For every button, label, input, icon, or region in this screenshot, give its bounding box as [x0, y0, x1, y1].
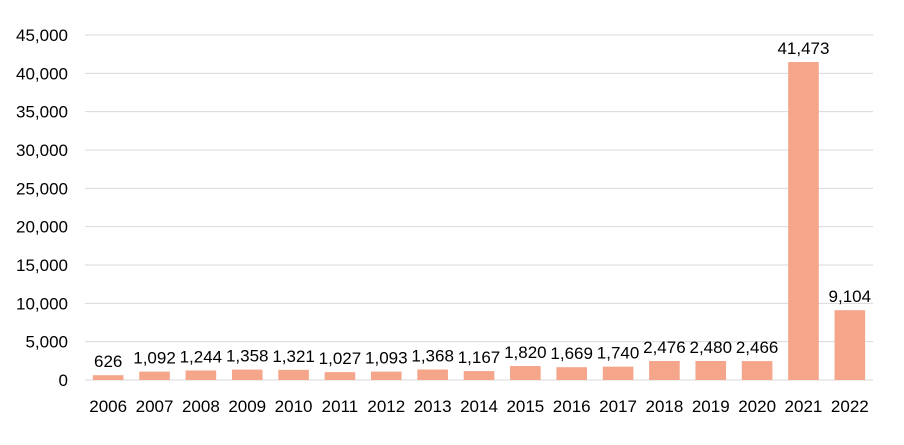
- bar: [463, 371, 495, 380]
- data-labels: 626 1,092 1,244 1,358 1,321 1,027 1,093 1,368 1,…: [94, 39, 871, 371]
- x-tick-label: 2006: [89, 397, 127, 416]
- x-tick-label: 2008: [182, 397, 220, 416]
- x-axis-ticks: 2006 2007 2008 2009 2010 2011 2012 2013 2014 2015…: [89, 397, 868, 416]
- bar: [741, 361, 773, 380]
- data-label: 1,321: [272, 347, 315, 366]
- x-tick-label: 2013: [414, 397, 452, 416]
- data-label: 2,480: [689, 338, 732, 357]
- data-label: 1,358: [226, 347, 269, 366]
- bar: [510, 366, 541, 380]
- bar: [370, 371, 402, 380]
- gridlines: [85, 34, 873, 381]
- bar: [185, 370, 217, 380]
- bars: [92, 62, 866, 380]
- data-label: 1,669: [550, 344, 593, 363]
- bar: [324, 372, 356, 380]
- data-label: 41,473: [777, 39, 829, 58]
- bar: [649, 361, 680, 380]
- data-label: 1,740: [597, 344, 640, 363]
- data-label: 2,476: [643, 338, 686, 357]
- data-label: 1,027: [319, 349, 362, 368]
- y-tick-label: 5,000: [25, 333, 68, 352]
- x-tick-label: 2011: [322, 397, 359, 416]
- x-tick-label: 2018: [645, 397, 683, 416]
- y-axis-ticks: 0 5,000 10,000 15,000 20,000 25,000 30,000 35,0…: [16, 26, 68, 390]
- y-tick-label: 15,000: [16, 256, 68, 275]
- y-tick-label: 40,000: [16, 64, 68, 83]
- bar: [602, 366, 634, 380]
- data-label: 1,092: [133, 349, 176, 368]
- data-label: 1,093: [365, 349, 408, 368]
- y-tick-label: 20,000: [16, 218, 68, 237]
- y-tick-label: 30,000: [16, 141, 68, 160]
- x-tick-label: 2019: [692, 397, 730, 416]
- y-tick-label: 10,000: [16, 294, 68, 313]
- y-tick-label: 25,000: [16, 179, 68, 198]
- data-label: 2,466: [736, 338, 779, 357]
- y-tick-label: 0: [59, 371, 68, 390]
- bar: [788, 62, 819, 380]
- x-tick-label: 2012: [367, 397, 405, 416]
- bar: [834, 310, 866, 380]
- bar: [231, 369, 263, 380]
- data-label: 1,820: [504, 343, 547, 362]
- x-tick-label: 2020: [738, 397, 776, 416]
- x-tick-label: 2016: [553, 397, 591, 416]
- data-label: 1,368: [411, 347, 454, 366]
- y-tick-label: 45,000: [16, 26, 68, 45]
- data-label: 1,167: [458, 348, 501, 367]
- x-tick-label: 2022: [831, 397, 869, 416]
- bar: [92, 375, 124, 380]
- data-label: 626: [94, 352, 122, 371]
- x-tick-label: 2009: [228, 397, 266, 416]
- data-label: 1,244: [180, 347, 223, 366]
- bar: [278, 369, 309, 380]
- x-tick-label: 2007: [136, 397, 174, 416]
- bar: [556, 367, 588, 380]
- x-tick-label: 2015: [506, 397, 544, 416]
- bar: [417, 369, 448, 380]
- x-tick-label: 2017: [599, 397, 637, 416]
- bar: [695, 360, 727, 380]
- x-tick-label: 2021: [785, 397, 823, 416]
- bar: [139, 371, 170, 380]
- data-label: 9,104: [829, 287, 872, 306]
- x-tick-label: 2014: [460, 397, 498, 416]
- y-tick-label: 35,000: [16, 103, 68, 122]
- x-tick-label: 2010: [275, 397, 313, 416]
